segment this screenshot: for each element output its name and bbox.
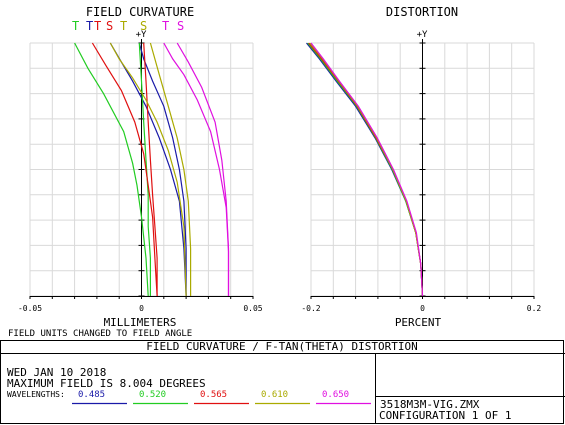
field-curvature-x-tick-label: 0.05	[243, 304, 262, 313]
distortion-title: DISTORTION	[386, 5, 458, 19]
field-curvature-x-label: MILLIMETERS	[104, 316, 177, 329]
footer-banner-title: FIELD CURVATURE / F-TAN(THETA) DISTORTIO…	[146, 340, 418, 353]
field-curvature-x-ticks: -0.05 0 0.05	[18, 304, 263, 313]
footer-configuration: CONFIGURATION 1 OF 1	[379, 409, 511, 422]
footer-wavelength-value: 0.650	[322, 390, 349, 400]
field-curvature-curve-0485-t	[109, 42, 187, 297]
footer-max-field: MAXIMUM FIELD IS 8.004 DEGREES	[7, 377, 206, 390]
distortion-panel: DISTORTION +Y -0.2 0 0.2 PERCENT	[301, 5, 541, 329]
field-curvature-curve-0485-s	[138, 42, 187, 296]
field-curvature-legend-entry: T	[120, 19, 127, 33]
distortion-axes	[310, 39, 535, 299]
distortion-curve-0650	[310, 42, 424, 297]
distortion-x-tick-label: -0.2	[301, 304, 320, 313]
distortion-x-ticks: -0.2 0 0.2	[301, 304, 541, 313]
footer-filename: 3518M3M-VIG.ZMX	[380, 398, 480, 411]
field-curvature-legend-entry: T	[86, 19, 93, 33]
field-curvature-curve-0565-t	[91, 42, 158, 297]
footer-wavelength-list: 0.485 0.520 0.565 0.610 0.650	[72, 390, 371, 405]
distortion-y-label: +Y	[417, 30, 428, 40]
distortion-curves	[306, 42, 424, 297]
field-curvature-curve-0610-t	[149, 42, 192, 296]
field-curvature-curve-0650-s	[163, 42, 230, 296]
field-curvature-curves	[74, 42, 230, 297]
field-curvature-title: FIELD CURVATURE	[86, 5, 194, 19]
field-curvature-legend-entry: S	[106, 19, 113, 33]
footer-frame	[0, 340, 564, 424]
distortion-x-label: PERCENT	[395, 316, 442, 329]
field-curvature-legend-entry: S	[140, 19, 147, 33]
field-curvature-legend-entry: T	[94, 19, 101, 33]
footer-date: WED JAN 10 2018	[7, 366, 106, 379]
field-curvature-curve-0610-s	[109, 42, 187, 297]
field-curvature-curve-0520-t	[74, 42, 149, 297]
footer-wavelengths-label: WAVELENGTHS:	[7, 390, 65, 399]
field-units-note: FIELD UNITS CHANGED TO FIELD ANGLE	[8, 329, 192, 339]
field-curvature-curve-0565-s	[143, 42, 158, 296]
footer-panel: FIELD CURVATURE / F-TAN(THETA) DISTORTIO…	[0, 340, 565, 424]
field-curvature-y-label: +Y	[136, 30, 147, 40]
distortion-x-tick-label: 0.2	[527, 304, 542, 313]
footer-wavelength-value: 0.485	[78, 390, 105, 400]
field-curvature-legend-entry: T	[162, 19, 169, 33]
field-curvature-legend-entry: S	[177, 19, 184, 33]
footer-wavelength-value: 0.610	[261, 390, 288, 400]
field-curvature-x-tick-label: 0	[139, 304, 144, 313]
footer-wavelength-value: 0.565	[200, 390, 227, 400]
field-curvature-legend-entry: T	[72, 19, 79, 33]
field-curvature-x-tick-label: -0.05	[18, 304, 42, 313]
footer-wavelength-value: 0.520	[139, 390, 166, 400]
distortion-x-tick-label: 0	[420, 304, 425, 313]
